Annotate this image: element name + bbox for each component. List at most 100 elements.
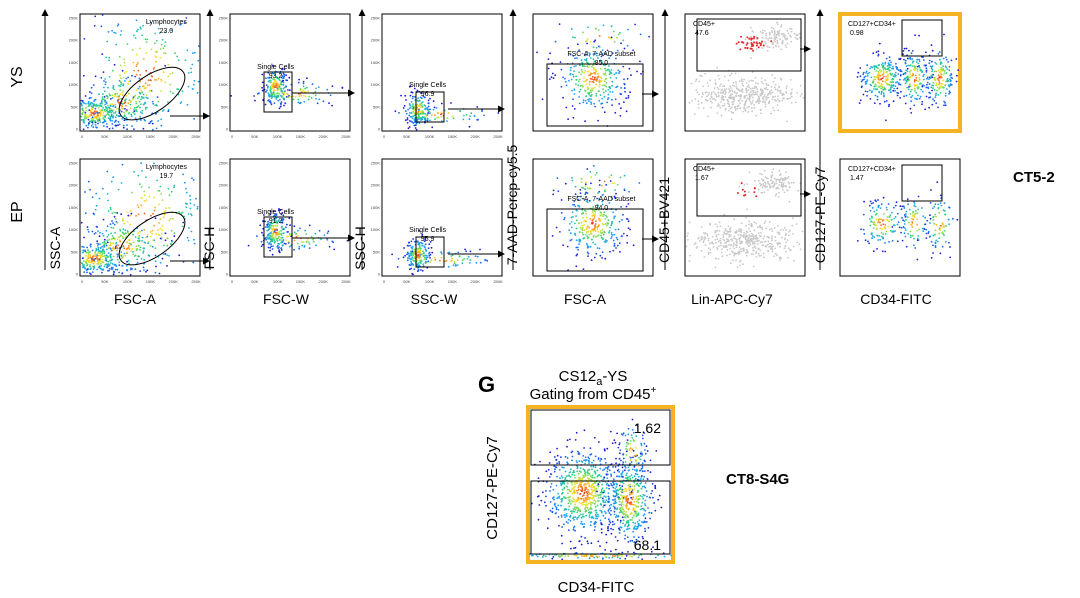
event-dot [83,38,86,40]
event-dot [628,190,630,193]
red-event-dot [746,42,749,45]
event-dot [594,73,597,75]
event-dot [944,94,947,97]
event-dot [124,107,126,110]
event-dot [610,233,613,236]
event-dot [272,78,274,80]
event-dot [608,70,611,73]
event-dot [695,78,698,81]
event-dot [728,233,730,236]
event-dot [897,221,900,224]
event-dot [440,102,443,105]
event-dot [938,83,941,86]
event-dot [112,242,115,244]
event-dot [741,88,744,91]
event-dot [724,107,727,110]
event-dot [742,234,745,237]
event-dot [566,245,569,248]
event-dot [146,106,148,109]
event-dot [760,183,763,186]
event-dot [695,89,698,91]
event-dot [729,262,732,265]
event-dot [775,193,778,195]
event-dot [87,228,89,231]
event-dot [909,213,912,215]
event-dot [271,240,273,243]
event-dot [594,76,596,79]
event-dot [156,179,158,182]
event-dot [90,105,93,107]
event-dot [322,100,325,103]
event-dot [112,104,115,107]
event-dot [761,101,764,103]
event-dot [934,96,937,99]
event-dot [285,226,287,229]
event-dot [268,236,270,238]
event-dot [571,105,574,107]
event-dot [109,262,112,264]
event-dot [942,86,945,89]
event-dot [719,225,722,228]
event-dot [261,231,263,234]
event-dot [282,72,285,75]
event-dot [328,245,331,248]
event-dot [783,191,786,194]
event-dot [604,78,607,81]
event-dot [106,111,109,114]
event-dot [145,176,147,179]
event-dot [769,245,772,247]
event-dot [578,102,581,105]
event-dot [714,79,717,81]
event-dot [866,94,868,97]
event-dot [873,88,875,90]
gate-percent: 85.0 [595,60,609,67]
event-dot [90,262,92,264]
event-dot [394,110,397,113]
event-dot [773,40,776,42]
event-dot [173,232,176,235]
event-dot [902,205,905,208]
event-dot [161,199,164,202]
event-dot [880,203,883,206]
event-dot [796,241,799,244]
event-dot [413,268,416,270]
event-dot [288,76,291,79]
event-dot [775,182,778,185]
event-dot [596,54,598,57]
event-dot [733,106,736,109]
event-dot [155,56,158,59]
event-dot [916,212,919,215]
event-dot [752,265,755,268]
x-tick-label: 200K [319,279,329,284]
event-dot [80,102,83,105]
event-dot [140,95,143,98]
event-dot [133,113,136,115]
gate-name: Single Cells [257,64,294,71]
event-dot [735,230,738,232]
event-dot [112,249,115,252]
event-dot [870,215,873,218]
event-dot [173,235,176,238]
event-dot [788,230,790,233]
event-dot [937,94,940,96]
event-dot [875,209,878,212]
event-dot [560,199,563,201]
event-dot [81,245,84,248]
event-dot [193,238,195,241]
event-dot [724,229,727,232]
event-dot [878,71,880,74]
event-dot [303,246,306,248]
event-dot [781,32,784,35]
event-dot [927,86,929,89]
event-dot [763,235,766,238]
event-dot [690,82,693,85]
event-dot [583,77,585,79]
event-dot [103,238,106,241]
event-dot [753,221,756,224]
event-dot [759,182,761,185]
event-dot [107,210,110,212]
event-dot [950,84,953,86]
event-dot [103,246,105,249]
y-axis-label-2: FSC-H [201,227,217,270]
event-dot [916,70,919,73]
